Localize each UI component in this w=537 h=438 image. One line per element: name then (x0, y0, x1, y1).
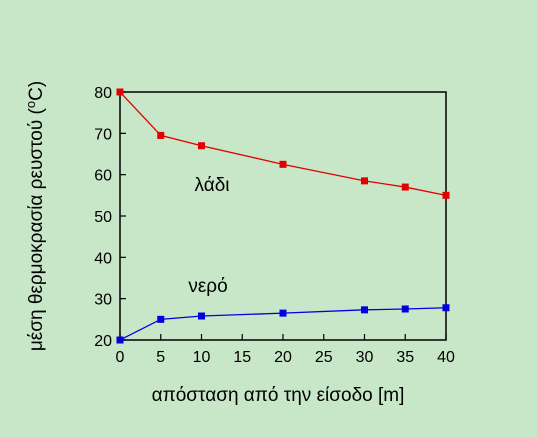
y-axis: 20 30 40 50 60 70 80 (94, 85, 126, 350)
series-line-0 (119, 91, 447, 196)
series-label-water: νερό (188, 276, 227, 297)
data-point (116, 88, 124, 96)
data-point (442, 191, 450, 199)
x-tick-label: 30 (356, 349, 374, 366)
y-tick-label: 20 (94, 333, 112, 350)
data-point (279, 160, 287, 168)
x-tick-label: 40 (437, 349, 455, 366)
y-tick-label: 80 (94, 85, 112, 102)
data-point (116, 336, 124, 344)
y-axis-label-main: μέση θερμοκρασία ρευστού ( (26, 107, 47, 351)
x-axis: 0 5 10 15 20 25 30 35 40 (116, 334, 455, 366)
y-tick-label: 50 (94, 209, 112, 226)
x-tick-label: 15 (233, 349, 251, 366)
data-point (279, 309, 287, 317)
y-tick-label: 40 (94, 250, 112, 267)
data-point (361, 177, 368, 185)
data-point (157, 131, 165, 139)
x-tick-label: 25 (315, 349, 333, 366)
y-tick-label: 70 (94, 126, 112, 143)
series-label-oil: λάδι (195, 175, 230, 196)
y-axis-label-superscript: o (23, 101, 38, 108)
data-point (401, 183, 409, 191)
data-point (198, 312, 205, 320)
x-tick-label: 35 (396, 349, 414, 366)
plot-area (119, 91, 447, 341)
x-tick-label: 0 (116, 349, 125, 366)
y-tick-label: 30 (94, 292, 112, 309)
x-tick-label: 5 (156, 349, 165, 366)
data-point (198, 142, 205, 150)
x-tick-label: 10 (193, 349, 211, 366)
data-point (361, 306, 368, 314)
y-axis-label-unit: C) (26, 81, 47, 101)
y-axis-label: μέση θερμοκρασία ρευστού (oC) (23, 81, 47, 351)
series-layer (116, 88, 450, 344)
y-tick-label: 60 (94, 168, 112, 185)
data-point (401, 305, 409, 313)
data-point (157, 315, 165, 323)
x-axis-label: απόσταση από την είσοδο [m] (152, 385, 405, 406)
data-point (442, 304, 450, 312)
x-tick-label: 20 (274, 349, 292, 366)
